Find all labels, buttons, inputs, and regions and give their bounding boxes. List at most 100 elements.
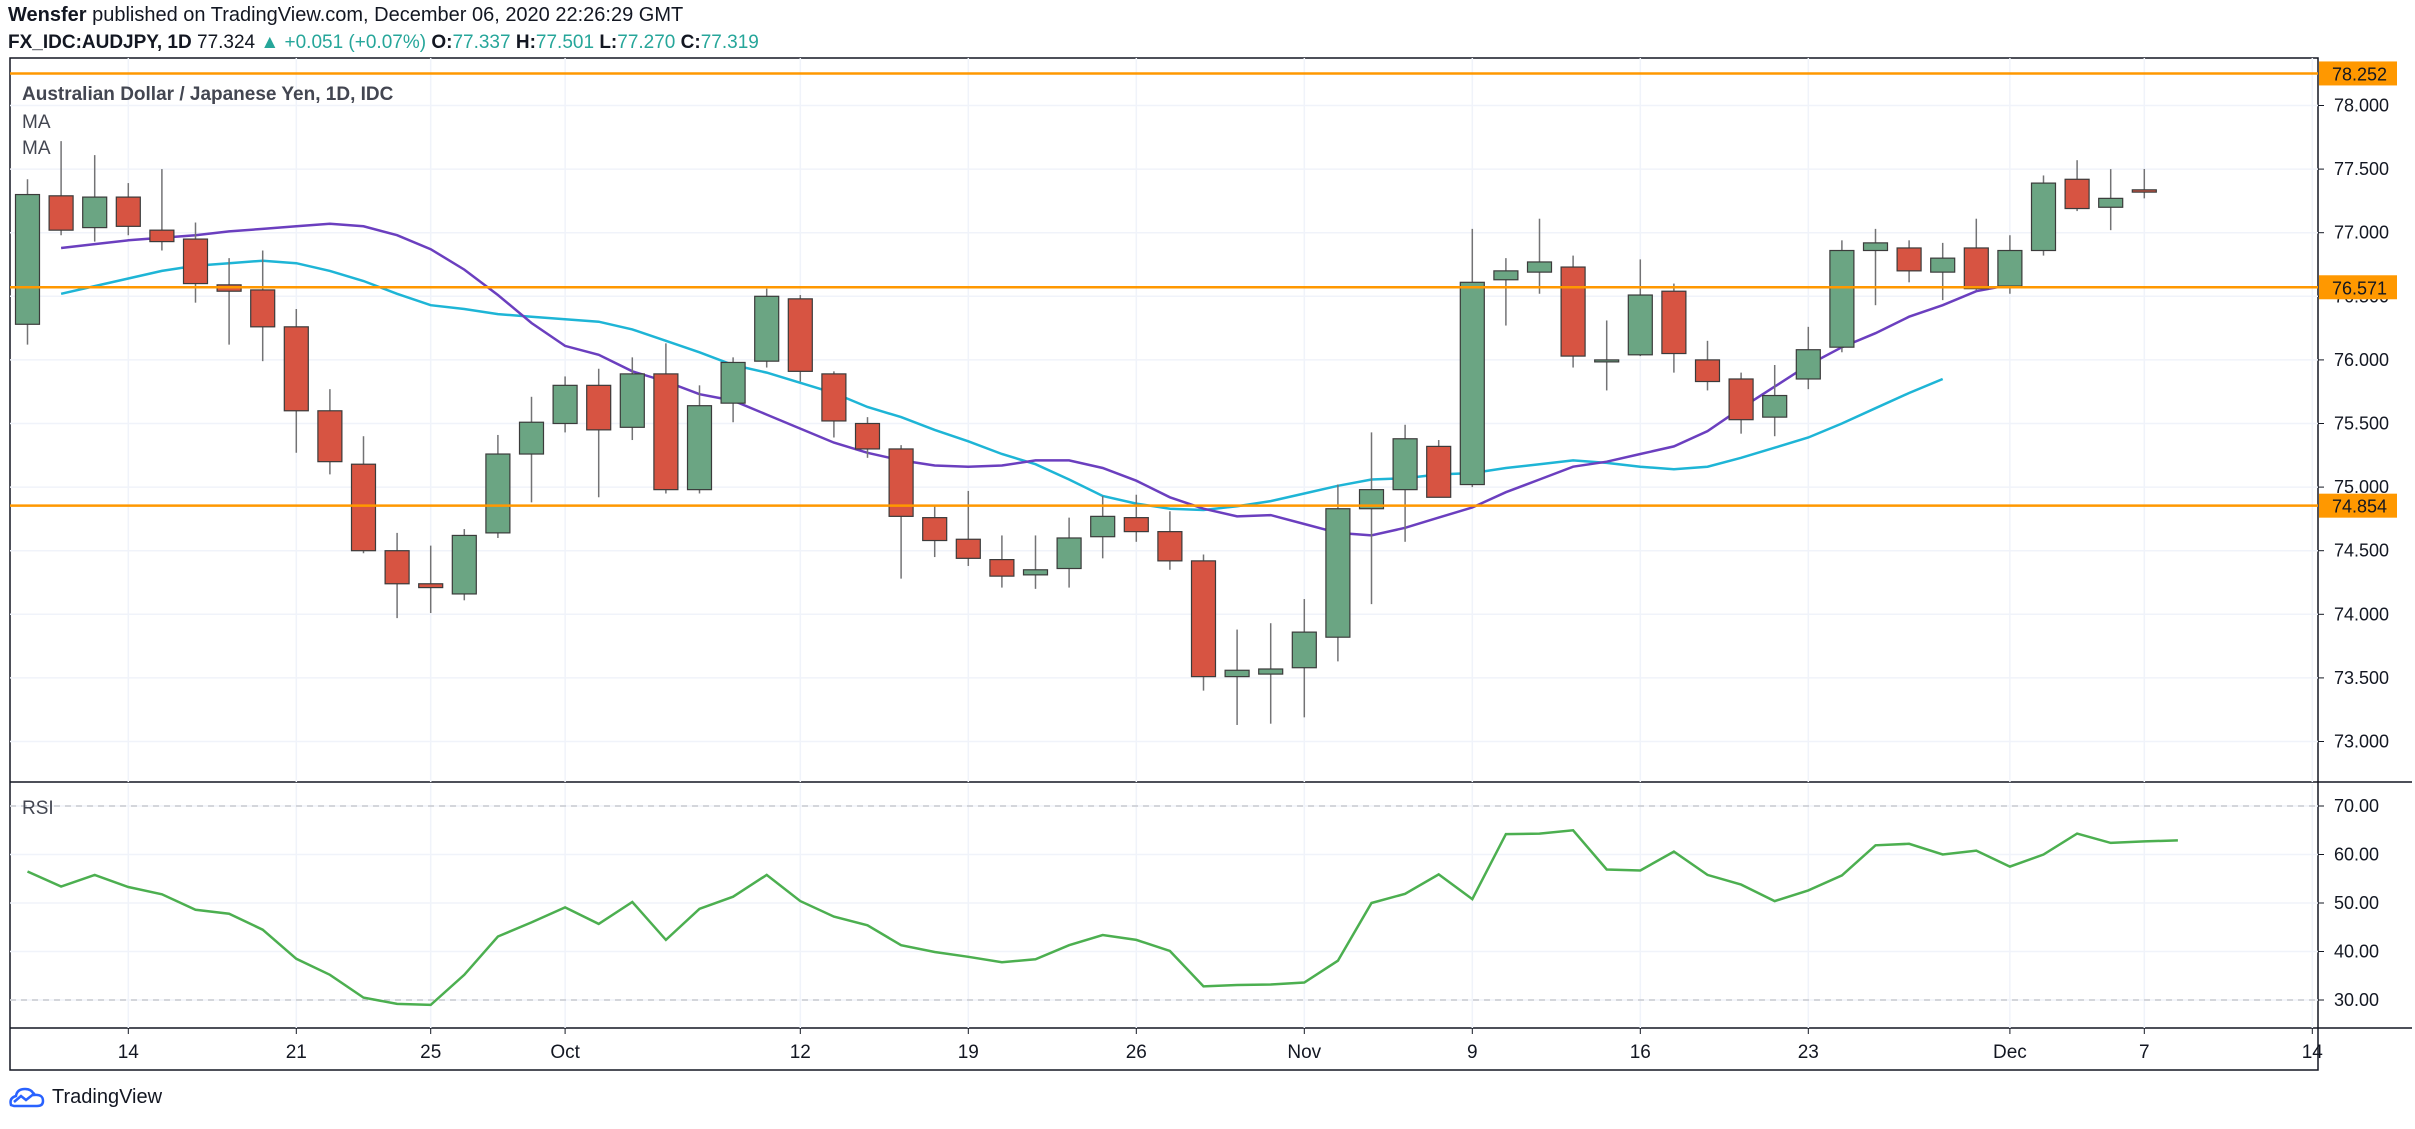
candle-body-down: [48, 195, 74, 231]
candle-body-up: [451, 534, 477, 595]
candle-body-down: [1560, 266, 1586, 357]
candle: [1493, 258, 1519, 326]
symbol-name[interactable]: FX_IDC:AUDJPY, 1D: [8, 32, 192, 53]
x-tick-label: 14: [2302, 1042, 2324, 1063]
candle: [485, 434, 511, 538]
candle: [317, 389, 343, 475]
y-tick-label: 78.000: [2334, 96, 2389, 116]
candle: [586, 368, 612, 498]
x-tick-label: 12: [790, 1042, 811, 1063]
candle: [2030, 175, 2057, 256]
candle-body-up: [619, 373, 645, 428]
last-price: 77.324: [197, 32, 256, 53]
candle: [1762, 364, 1788, 437]
close-value: 77.319: [700, 32, 759, 53]
candle-body-up: [1627, 294, 1653, 356]
candle-body-up: [1930, 257, 1956, 273]
rsi-y-tick-label: 60.00: [2334, 845, 2379, 865]
price-level-tag: [2319, 275, 2397, 300]
candle: [1661, 283, 1687, 373]
candle: [1795, 326, 1821, 390]
x-tick-label: 26: [1126, 1042, 1147, 1063]
candle: [1459, 228, 1485, 488]
candle: [787, 295, 813, 382]
candle: [1627, 259, 1653, 357]
x-tick-label: Oct: [550, 1042, 580, 1063]
candle-body-down: [2131, 189, 2157, 193]
candle-body-down: [1661, 290, 1687, 355]
candle-body-down: [418, 583, 444, 589]
candle-body-up: [1056, 537, 1082, 570]
candle: [922, 504, 948, 558]
candle: [1291, 599, 1317, 718]
y-tick-label: 73.000: [2334, 732, 2389, 752]
x-tick-label: 21: [286, 1042, 307, 1063]
candle: [888, 445, 914, 579]
candle: [754, 288, 780, 368]
candle: [955, 490, 981, 566]
x-tick-label: Dec: [1993, 1042, 2027, 1063]
candle: [1963, 218, 1989, 290]
x-tick-label: 25: [420, 1042, 441, 1063]
open-label: O:: [431, 32, 453, 53]
candle-body-down: [989, 559, 1015, 577]
footer-brand: TradingView: [52, 1085, 163, 1108]
symbol-legend: FX_IDC:AUDJPY, 1D 77.324 ▲ +0.051 (+0.07…: [8, 32, 759, 54]
price-level-label: 76.571: [2332, 278, 2387, 298]
price-change: +0.051 (+0.07%): [284, 32, 427, 53]
candle-body-up: [1526, 261, 1553, 273]
candle-body-down: [350, 463, 377, 552]
candle: [619, 357, 645, 441]
candle: [2098, 169, 2124, 231]
x-tick-label: 7: [2139, 1042, 2150, 1063]
indicator-label: MA: [22, 112, 51, 133]
candle: [686, 385, 713, 494]
y-tick-label: 76.000: [2334, 350, 2389, 370]
candle-body-up: [1358, 489, 1385, 510]
candle: [1594, 320, 1620, 391]
candle: [1258, 623, 1284, 724]
candle-body-down: [1123, 517, 1149, 533]
candle-body-up: [1392, 438, 1418, 491]
candle-body-up: [1022, 569, 1049, 576]
candle-body-down: [586, 384, 612, 431]
candle-body-up: [82, 196, 108, 229]
candle: [182, 222, 209, 303]
ma-slow-line: [60, 259, 1944, 512]
candle: [1022, 535, 1049, 589]
candle-body-down: [1896, 247, 1922, 272]
ma-fast-line: [60, 222, 2011, 537]
candle: [1358, 432, 1385, 605]
candle: [653, 343, 679, 494]
candle-body-down: [821, 373, 847, 422]
price-level-tag: [2319, 493, 2397, 518]
candle: [1157, 511, 1183, 570]
candle: [1829, 240, 1855, 353]
candle-body-up: [1795, 349, 1821, 380]
tradingview-footer[interactable]: TradingView: [8, 1085, 162, 1109]
high-value: 77.501: [535, 32, 595, 53]
candle: [1997, 235, 2023, 294]
candle-body-down: [1728, 378, 1754, 421]
rsi-line: [26, 828, 2178, 1007]
candle: [418, 545, 444, 614]
candle: [14, 179, 41, 345]
candle: [149, 169, 175, 251]
price-level-label: 78.252: [2332, 64, 2387, 84]
up-arrow-icon: ▲: [260, 32, 280, 53]
author-name[interactable]: Wensfer: [8, 4, 87, 26]
candle: [1426, 440, 1452, 498]
candle: [821, 371, 847, 438]
candle: [216, 258, 242, 345]
y-tick-label: 74.000: [2334, 604, 2389, 624]
candle: [115, 183, 141, 236]
x-tick-label: Nov: [1287, 1042, 1321, 1063]
candle: [250, 250, 276, 362]
candle: [1224, 629, 1250, 725]
candle: [1896, 240, 1922, 283]
plot-frame: [9, 57, 2319, 1071]
low-label: L:: [599, 32, 618, 53]
candle-body-down: [922, 517, 948, 542]
open-value: 77.337: [452, 32, 511, 53]
